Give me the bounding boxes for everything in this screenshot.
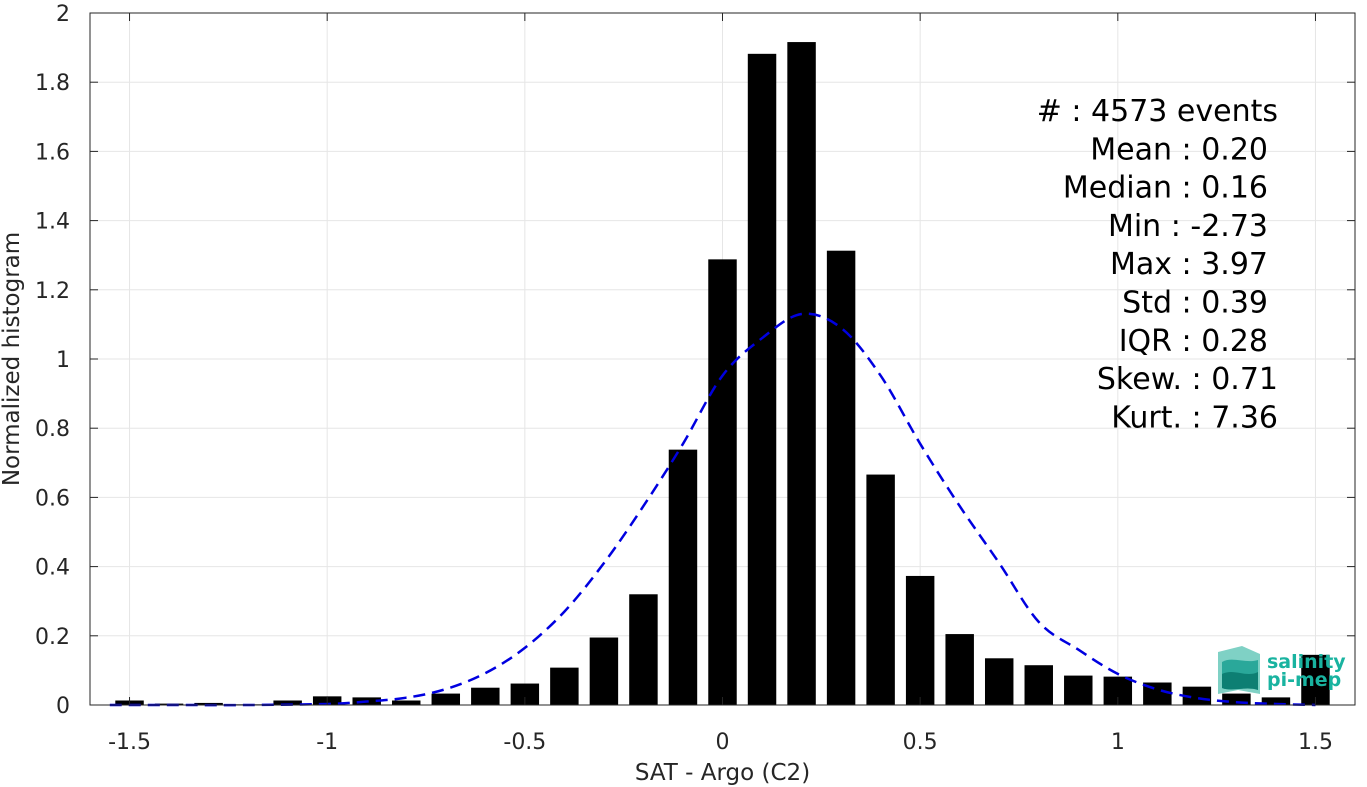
stats-line-4: Max : 3.97 [1110, 247, 1268, 282]
y-tick-label-0: 0 [56, 694, 70, 719]
y-tick-label-10: 2 [56, 2, 70, 27]
bar-14 [668, 449, 698, 705]
stats-line-7: Skew. : 0.71 [1097, 362, 1278, 397]
x-tick-label-6: 1.5 [1298, 730, 1333, 755]
bar-9 [471, 687, 500, 705]
bar-18 [826, 250, 856, 705]
bar-24 [1064, 675, 1093, 705]
stats-line-8: Kurt. : 7.36 [1111, 400, 1278, 435]
bar-23 [1024, 665, 1053, 705]
bar-20 [905, 575, 935, 705]
y-tick-label-7: 1.4 [35, 210, 70, 235]
y-tick-label-1: 0.2 [35, 625, 70, 650]
logo-text-line1: salinity [1267, 651, 1346, 673]
bar-11 [550, 667, 579, 705]
stats-line-3: Min : -2.73 [1108, 209, 1268, 244]
x-tick-label-4: 0.5 [903, 730, 938, 755]
y-tick-label-6: 1.2 [35, 279, 70, 304]
x-tick-label-0: -1.5 [108, 730, 151, 755]
bar-15 [708, 259, 737, 705]
salinity-pimep-logo: salinity pi-mep [1218, 646, 1346, 694]
bar-12 [589, 637, 619, 705]
stats-line-1: Mean : 0.20 [1090, 132, 1268, 167]
bar-8 [431, 693, 461, 705]
histogram-bars [115, 42, 1330, 705]
bar-7 [392, 700, 421, 705]
bar-4 [273, 700, 302, 705]
bar-29 [1261, 697, 1291, 705]
stats-line-2: Median : 0.16 [1063, 171, 1268, 206]
stats-line-0: # : 4573 events [1037, 94, 1278, 129]
y-tick-label-2: 0.4 [35, 556, 70, 581]
x-tick-label-3: 0 [716, 730, 730, 755]
normal-fit-curve [109, 312, 1316, 707]
y-axis-label: Normalized histogram [0, 232, 25, 486]
bar-30 [1301, 654, 1330, 705]
x-tick-label-2: -0.5 [503, 730, 546, 755]
x-tick-label-5: 1 [1111, 730, 1125, 755]
bar-28 [1222, 693, 1251, 705]
bar-17 [787, 42, 816, 705]
y-axis-ticks: 0 0.2 0.4 0.6 0.8 1 1.2 1.4 1.6 1.8 2 [35, 2, 1355, 719]
bar-27 [1182, 686, 1212, 705]
bar-10 [510, 683, 540, 705]
bar-21 [945, 634, 974, 705]
x-tick-label-1: -1 [316, 730, 338, 755]
bar-13 [629, 594, 658, 705]
bar-19 [866, 474, 895, 705]
logo-wave-icon [1218, 646, 1260, 694]
x-axis-ticks: -1.5 -1 -0.5 0 0.5 1 1.5 [108, 13, 1333, 755]
y-tick-label-8: 1.6 [35, 140, 70, 165]
logo-text-line2: pi-mep [1267, 669, 1341, 691]
y-tick-label-5: 1 [56, 348, 70, 373]
y-tick-label-9: 1.8 [35, 71, 70, 96]
y-tick-label-3: 0.6 [35, 486, 70, 511]
bar-22 [984, 658, 1014, 705]
bar-16 [747, 53, 777, 705]
x-axis-label: SAT - Argo (C2) [635, 760, 810, 786]
stats-line-6: IQR : 0.28 [1119, 324, 1268, 359]
y-tick-label-4: 0.8 [35, 417, 70, 442]
stats-line-5: Std : 0.39 [1122, 286, 1268, 321]
